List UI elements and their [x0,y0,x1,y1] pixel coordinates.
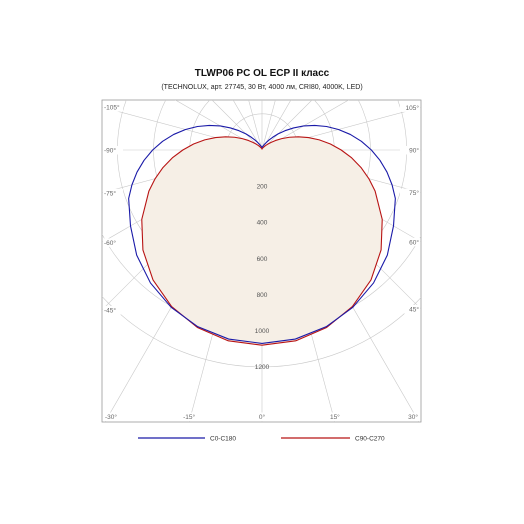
angle-label-bg [400,188,420,198]
angle-label-bg [325,412,346,421]
angle-tick-label: 45° [409,306,419,314]
grid-spoke [261,100,350,151]
angle-label-bg [400,146,420,155]
radial-tick-label: 400 [257,220,268,227]
radial-tick-label: 800 [257,292,268,299]
grid-spoke [174,100,263,151]
angle-label-bg [103,188,123,198]
angle-tick-label: -30° [105,413,117,421]
angle-label-bg [180,412,201,421]
angle-tick-label: 75° [409,189,419,197]
angle-label-bg [103,238,123,247]
chart-subtitle: (TECHNOLUX, арт. 27745, 30 Вт, 4000 лм, … [161,84,363,91]
grid-spoke [261,107,421,151]
angle-tick-label: -45° [104,307,116,315]
grid-spoke [102,106,263,151]
angle-tick-label: -15° [183,413,195,421]
chart-title: TLWP06 PC OL ECP II класс [194,68,330,79]
radial-tick-label: 600 [257,256,268,263]
angle-tick-label: -105° [104,104,120,112]
legend-label-c0-c180: C0-C180 [210,436,236,443]
angle-label-bg [103,103,123,112]
angle-tick-label: 15° [330,413,340,421]
angle-tick-label: -75° [104,189,116,197]
angle-tick-label: -60° [104,239,116,247]
angle-tick-label: -90° [104,147,116,155]
angle-tick-label: 30° [408,413,418,421]
angle-label-bg [104,412,124,421]
angle-tick-label: 0° [259,413,266,421]
angle-label-bg [103,146,123,155]
series-curve-c90-c270 [141,136,383,346]
angle-label-bg [400,237,420,247]
radial-tick-label: 200 [257,183,268,190]
angle-tick-label: 90° [409,147,419,155]
legend-label-c90-c270: C90-C270 [355,436,385,443]
angle-label-bg [103,306,123,315]
series-curve-c0-c180 [128,124,396,344]
angle-label-bg [253,412,273,421]
angle-label-bg [400,305,420,314]
grid-spoke [261,100,313,151]
angle-label-bg [399,412,419,421]
radial-tick-label: 1000 [255,328,270,335]
radial-tick-label: 1200 [255,364,270,371]
grid-spoke [211,100,263,151]
angle-label-bg [400,103,420,112]
angle-tick-label: 105° [406,104,420,112]
angle-tick-label: 60° [409,238,419,246]
